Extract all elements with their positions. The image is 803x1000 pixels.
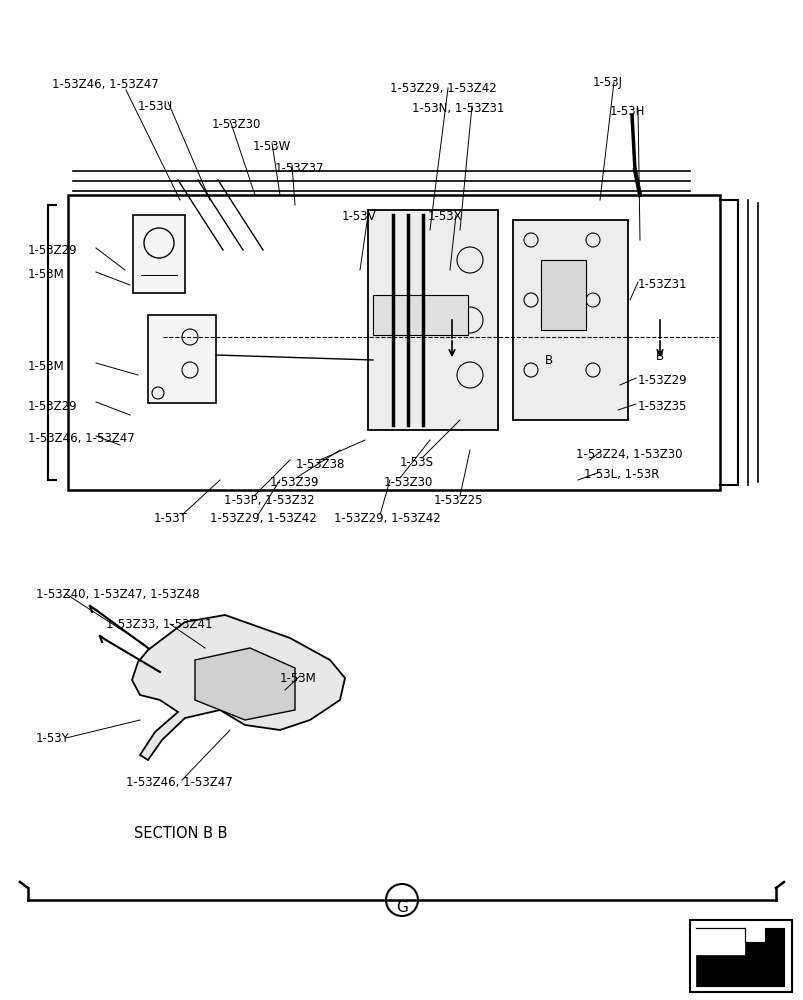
Text: 1-53P, 1-53Z32: 1-53P, 1-53Z32 — [224, 494, 314, 507]
Text: 1-53T: 1-53T — [154, 512, 188, 525]
Text: 1-53Z29, 1-53Z42: 1-53Z29, 1-53Z42 — [333, 512, 440, 525]
Circle shape — [385, 884, 418, 916]
Text: 1-53U: 1-53U — [138, 100, 173, 113]
Text: 1-53Z25: 1-53Z25 — [434, 494, 483, 507]
Text: 1-53S: 1-53S — [400, 456, 434, 469]
Bar — [132, 215, 185, 293]
Text: 1-53Z35: 1-53Z35 — [638, 400, 687, 413]
Text: 1-53X: 1-53X — [427, 210, 462, 223]
Bar — [368, 210, 497, 430]
Text: 1-53Z46, 1-53Z47: 1-53Z46, 1-53Z47 — [126, 776, 232, 789]
Text: 1-53Z30: 1-53Z30 — [212, 118, 261, 131]
Text: 1-53V: 1-53V — [341, 210, 376, 223]
Text: 1-53Z37: 1-53Z37 — [275, 162, 324, 175]
Bar — [512, 220, 627, 420]
Text: 1-53Z38: 1-53Z38 — [296, 458, 345, 471]
Text: B: B — [544, 354, 552, 367]
Text: 1-53J: 1-53J — [593, 76, 622, 89]
Text: 1-53N, 1-53Z31: 1-53N, 1-53Z31 — [411, 102, 503, 115]
Text: 1-53Z29: 1-53Z29 — [638, 374, 687, 387]
Text: 1-53L, 1-53R: 1-53L, 1-53R — [583, 468, 658, 481]
Bar — [540, 260, 585, 330]
Text: 1-53Z30: 1-53Z30 — [384, 476, 433, 489]
Polygon shape — [195, 648, 295, 720]
Text: 1-53Z29, 1-53Z42: 1-53Z29, 1-53Z42 — [389, 82, 496, 95]
Text: 1-53Z46, 1-53Z47: 1-53Z46, 1-53Z47 — [52, 78, 158, 91]
Text: 1-53W: 1-53W — [253, 140, 291, 153]
Text: 1-53Z33, 1-53Z41: 1-53Z33, 1-53Z41 — [106, 618, 212, 631]
Text: 1-53Z24, 1-53Z30: 1-53Z24, 1-53Z30 — [575, 448, 682, 461]
Text: 1-53M: 1-53M — [28, 360, 65, 373]
Polygon shape — [695, 928, 783, 986]
Text: B: B — [655, 350, 663, 363]
Text: 1-53Z29: 1-53Z29 — [28, 400, 78, 413]
Text: SECTION B B: SECTION B B — [134, 826, 227, 841]
Bar — [68, 195, 719, 490]
Bar — [373, 295, 467, 335]
Text: 1-53Z29, 1-53Z42: 1-53Z29, 1-53Z42 — [210, 512, 316, 525]
Text: G: G — [396, 900, 407, 914]
Text: 1-53Z31: 1-53Z31 — [638, 278, 687, 291]
Text: 1-53M: 1-53M — [28, 268, 65, 281]
Text: 1-53Z39: 1-53Z39 — [270, 476, 319, 489]
Polygon shape — [132, 615, 344, 760]
Text: 1-53Z46, 1-53Z47: 1-53Z46, 1-53Z47 — [28, 432, 135, 445]
Bar — [689, 920, 791, 992]
Bar — [148, 315, 216, 403]
Text: 1-53H: 1-53H — [609, 105, 645, 118]
Text: 1-53Z29: 1-53Z29 — [28, 244, 78, 257]
Text: 1-53Z40, 1-53Z47, 1-53Z48: 1-53Z40, 1-53Z47, 1-53Z48 — [36, 588, 199, 601]
Text: 1-53Y: 1-53Y — [36, 732, 70, 745]
Text: 1-53M: 1-53M — [279, 672, 316, 685]
